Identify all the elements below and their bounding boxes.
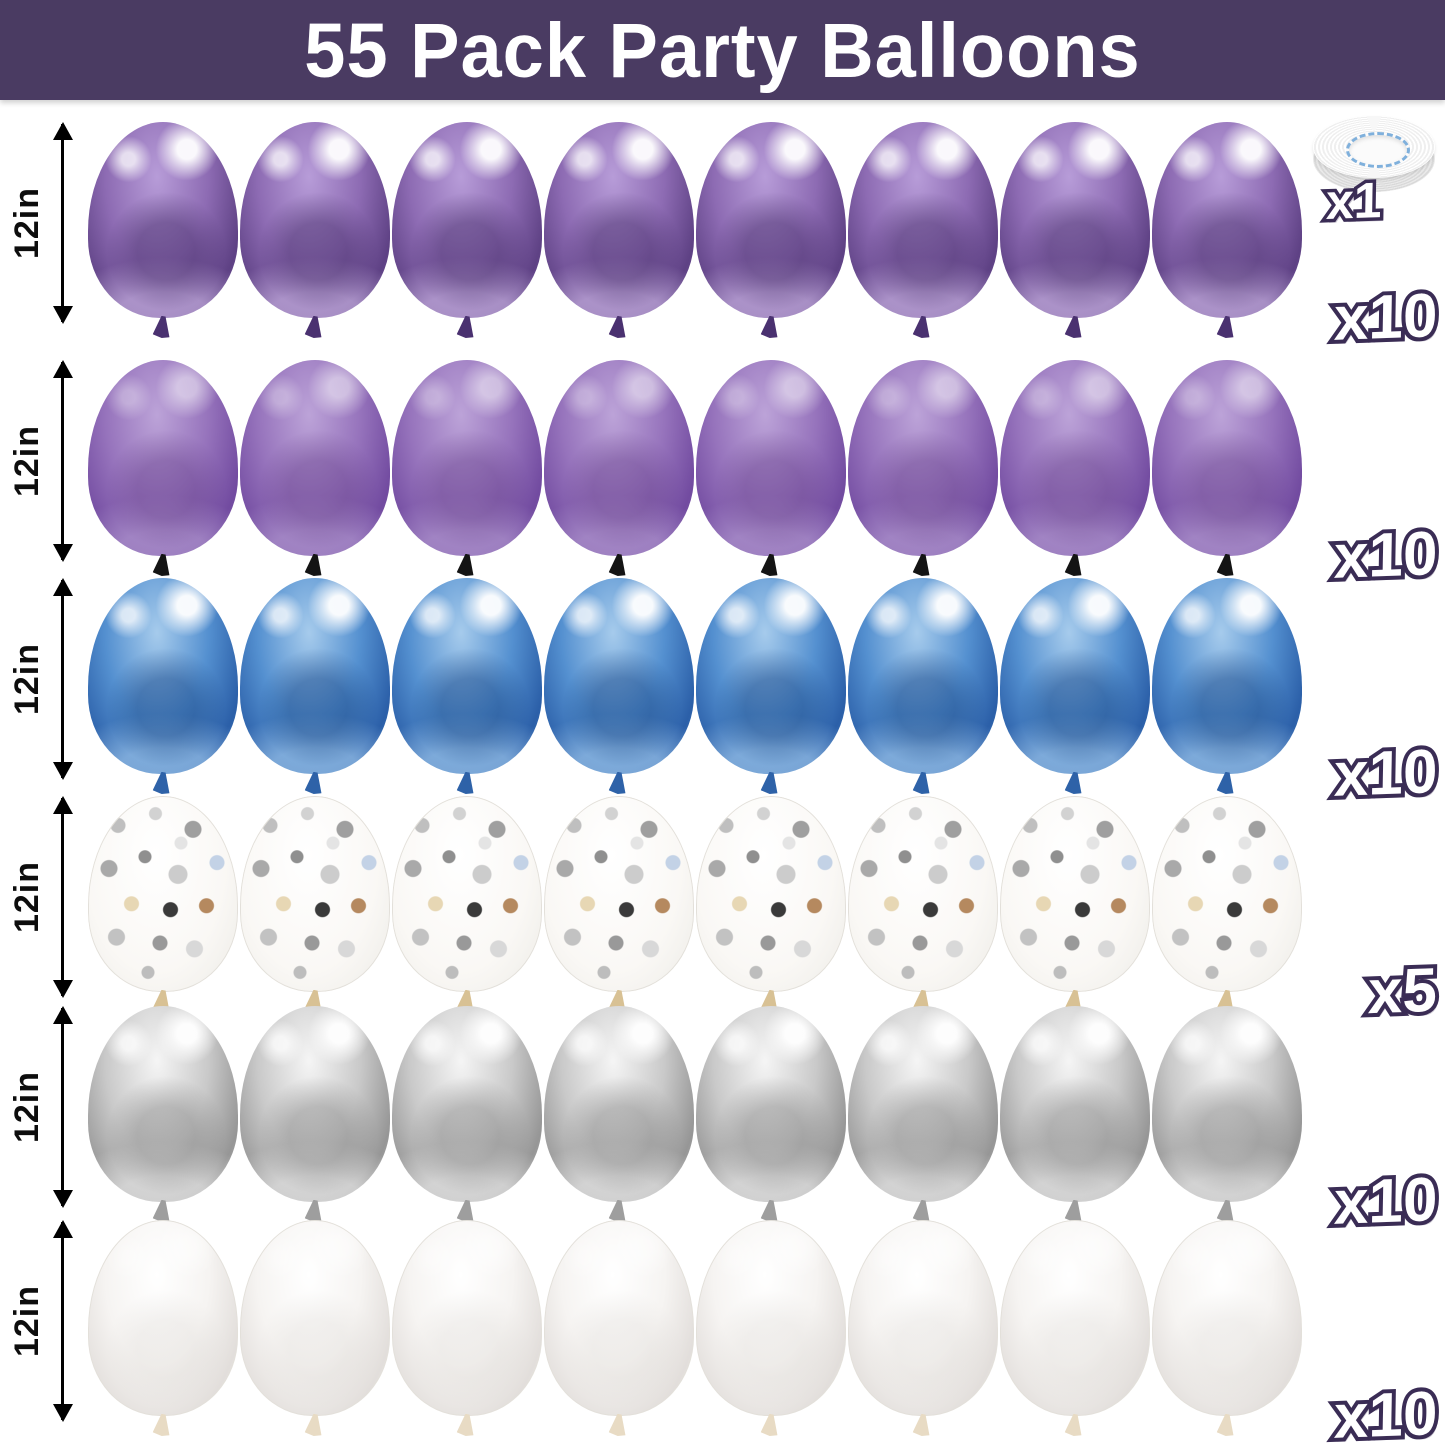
crystal-purple-balloon [88,360,238,556]
confetti-silver-balloon [392,796,542,992]
size-label: 12in [8,860,46,934]
crystal-purple-balloon-strip [88,360,1302,556]
confetti-silver-balloon [1000,796,1150,992]
size-indicator: 12in [8,1008,72,1206]
crystal-purple-balloon [1000,360,1150,556]
size-label: 12in [8,186,46,260]
size-label: 12in [8,1284,46,1358]
size-indicator: 12in [8,1222,72,1420]
row-confetti-silver: 12in x5 [0,796,1445,1031]
title-banner: 55 Pack Party Balloons [0,0,1445,100]
row-white: 12in x10 [0,1220,1445,1445]
chrome-blue-balloon [1000,578,1150,774]
double-arrow-icon [61,798,64,996]
chrome-purple-balloon-strip [88,122,1302,318]
size-label: 12in [8,1070,46,1144]
confetti-silver-balloon-strip [88,796,1302,992]
chrome-blue-balloon [544,578,694,774]
row-chrome-silver: 12in x10 [0,1006,1445,1242]
chrome-silver-balloon [240,1006,390,1202]
size-indicator: 12in [8,798,72,996]
white-balloon [88,1220,238,1416]
double-arrow-icon [61,1222,64,1420]
white-balloon [544,1220,694,1416]
double-arrow-icon [61,580,64,778]
double-arrow-icon [61,124,64,322]
double-arrow-icon [61,362,64,560]
size-indicator: 12in [8,580,72,778]
chrome-silver-balloon [1152,1006,1302,1202]
chrome-blue-balloon [88,578,238,774]
chrome-silver-balloon [392,1006,542,1202]
row-chrome-blue: 12in x10 [0,578,1445,814]
chrome-silver-balloon [544,1006,694,1202]
chrome-blue-balloon [1152,578,1302,774]
chrome-purple-balloon [544,122,694,318]
confetti-silver-balloon [696,796,846,992]
chrome-silver-balloon [848,1006,998,1202]
crystal-purple-balloon [392,360,542,556]
row-chrome-purple: 12in x10 [0,122,1445,358]
crystal-purple-balloon [544,360,694,556]
confetti-silver-balloon [1152,796,1302,992]
page-title: 55 Pack Party Balloons [304,6,1141,94]
size-indicator: 12in [8,362,72,560]
confetti-silver-balloon [240,796,390,992]
size-label: 12in [8,424,46,498]
chrome-purple-balloon [1000,122,1150,318]
row-crystal-purple: 12in x10 [0,360,1445,596]
chrome-silver-balloon-strip [88,1006,1302,1202]
chrome-purple-balloon [696,122,846,318]
chrome-purple-balloon [240,122,390,318]
crystal-purple-balloon [848,360,998,556]
chrome-purple-balloon [1152,122,1302,318]
chrome-silver-balloon [696,1006,846,1202]
white-balloon [696,1220,846,1416]
white-balloon-strip [88,1220,1302,1416]
chrome-blue-balloon [240,578,390,774]
white-balloon [392,1220,542,1416]
ribbon-roll [1313,116,1435,192]
crystal-purple-balloon [696,360,846,556]
chrome-purple-balloon [88,122,238,318]
ribbon-roll-core [1346,132,1410,168]
white-balloon [240,1220,390,1416]
chrome-blue-balloon [696,578,846,774]
chrome-silver-balloon [1000,1006,1150,1202]
double-arrow-icon [61,1008,64,1206]
chrome-blue-balloon [848,578,998,774]
size-label: 12in [8,642,46,716]
white-balloon [1152,1220,1302,1416]
confetti-silver-balloon [88,796,238,992]
confetti-silver-balloon [544,796,694,992]
white-balloon [1000,1220,1150,1416]
chrome-silver-balloon [88,1006,238,1202]
chrome-blue-balloon [392,578,542,774]
white-balloon [848,1220,998,1416]
count-label: x10 [1329,1375,1442,1445]
chrome-purple-balloon [392,122,542,318]
confetti-silver-balloon [848,796,998,992]
count-label: x10 [1329,277,1442,358]
crystal-purple-balloon [1152,360,1302,556]
chrome-blue-balloon-strip [88,578,1302,774]
crystal-purple-balloon [240,360,390,556]
size-indicator: 12in [8,124,72,322]
chrome-purple-balloon [848,122,998,318]
